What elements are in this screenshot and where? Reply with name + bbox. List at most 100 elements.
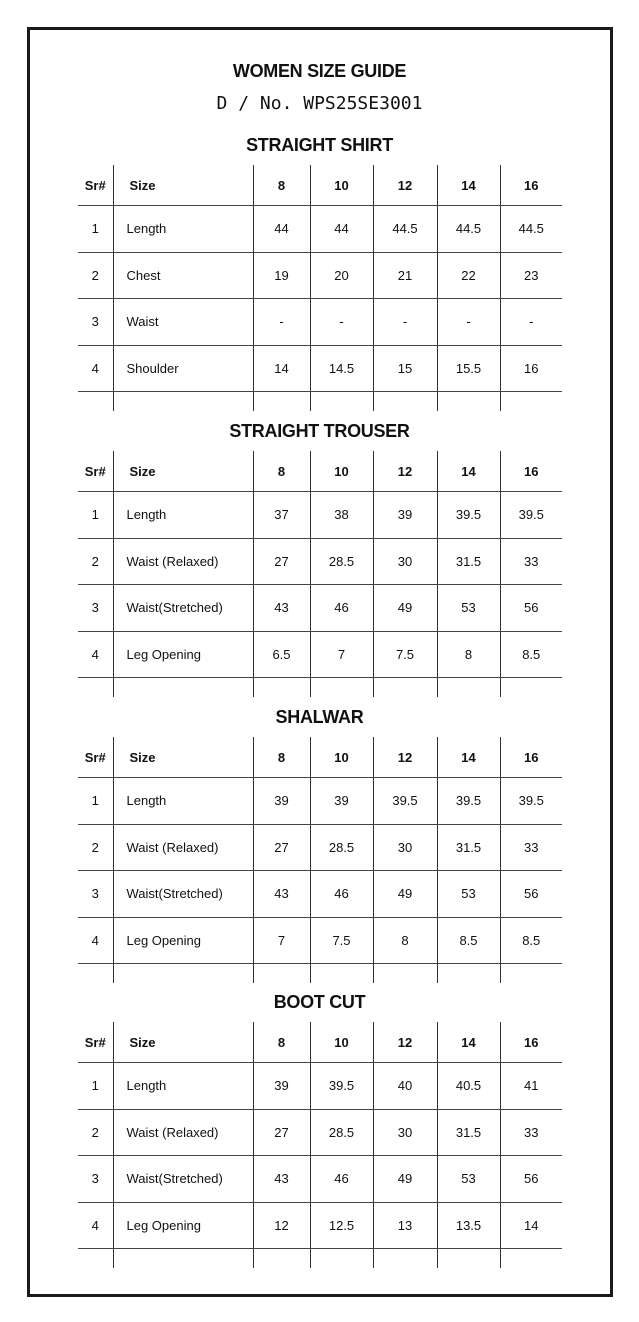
header-size-value: 16 xyxy=(499,451,562,492)
measurement-cell: - xyxy=(436,298,500,346)
measurement-cell: 39.5 xyxy=(436,777,500,825)
table-row: 3 Waist(Stretched) 43 46 49 53 56 xyxy=(78,584,562,632)
table-row: 1 Length 44 44 44.5 44.5 44.5 xyxy=(78,205,562,253)
header-size: Size xyxy=(112,165,253,206)
measurement-cell: - xyxy=(252,298,310,346)
measurement-cell: 28.5 xyxy=(309,1109,373,1156)
row-label: Length xyxy=(112,1062,253,1110)
measurement-cell: 8.5 xyxy=(499,917,562,964)
measurement-cell: 41 xyxy=(499,1062,562,1110)
header-size-value: 8 xyxy=(252,165,310,206)
table-header-row: Sr# Size 8 10 12 14 16 xyxy=(78,165,562,206)
measurement-cell: 53 xyxy=(436,584,500,632)
measurement-cell: - xyxy=(309,298,373,346)
row-sr: 4 xyxy=(78,1202,113,1249)
measurement-cell: 37 xyxy=(252,491,310,539)
measurement-cell: 12 xyxy=(252,1202,310,1249)
measurement-cell: 33 xyxy=(499,1109,562,1156)
measurement-cell: 56 xyxy=(499,584,562,632)
measurement-cell: - xyxy=(499,298,562,346)
header-size-value: 10 xyxy=(309,1022,373,1063)
row-sr: 1 xyxy=(78,205,113,253)
table-row: 1 Length 39 39 39.5 39.5 39.5 xyxy=(78,777,562,825)
measurement-cell: 44.5 xyxy=(436,205,500,253)
section-title: SHALWAR xyxy=(275,707,364,727)
row-label: Waist(Stretched) xyxy=(112,584,253,632)
measurement-cell: 44.5 xyxy=(499,205,562,253)
header-size: Size xyxy=(112,1022,253,1063)
measurement-cell: 30 xyxy=(372,538,437,585)
measurement-cell: 27 xyxy=(252,1109,310,1156)
row-label: Waist xyxy=(112,298,253,346)
measurement-cell: 43 xyxy=(252,870,310,918)
header-size-value: 8 xyxy=(252,737,310,778)
measurement-cell: 33 xyxy=(499,824,562,871)
measurement-cell: 56 xyxy=(499,1155,562,1203)
row-sr: 2 xyxy=(78,1109,113,1156)
measurement-cell: 39.5 xyxy=(372,777,437,825)
measurement-cell: 8 xyxy=(372,917,437,964)
measurement-cell: 12.5 xyxy=(309,1202,373,1249)
measurement-cell: 8.5 xyxy=(436,917,500,964)
empty-row xyxy=(78,1248,562,1268)
row-sr: 2 xyxy=(78,538,113,585)
measurement-cell: 39.5 xyxy=(436,491,500,539)
size-table: Sr# Size 8 10 12 14 16 1 Length 39 39 39.5 39.5… xyxy=(78,737,562,983)
row-sr: 1 xyxy=(78,491,113,539)
row-label: Length xyxy=(112,205,253,253)
measurement-cell: 13.5 xyxy=(436,1202,500,1249)
row-label: Waist(Stretched) xyxy=(112,1155,253,1203)
header-size: Size xyxy=(112,451,253,492)
measurement-cell: 13 xyxy=(372,1202,437,1249)
row-sr: 4 xyxy=(78,917,113,964)
table-row: 3 Waist ----- xyxy=(78,298,562,346)
header-size-value: 12 xyxy=(372,165,437,206)
row-label: Length xyxy=(112,491,253,539)
row-sr: 3 xyxy=(78,870,113,918)
table-row: 2 Waist (Relaxed) 27 28.5 30 31.5 33 xyxy=(78,1109,562,1156)
size-section-straight-shirt: STRAIGHT SHIRT Sr# Size 8 10 12 14 16 1 Leng… xyxy=(78,135,562,411)
measurement-cell: 49 xyxy=(372,870,437,918)
measurement-cell: 31.5 xyxy=(436,824,500,871)
measurement-cell: 46 xyxy=(309,870,373,918)
measurement-cell: 22 xyxy=(436,252,500,299)
header-size-value: 16 xyxy=(499,737,562,778)
size-section-straight-trouser: STRAIGHT TROUSER Sr# Size 8 10 12 14 16 1 Le… xyxy=(78,421,562,697)
measurement-cell: 56 xyxy=(499,870,562,918)
table-header-row: Sr# Size 8 10 12 14 16 xyxy=(78,737,562,778)
measurement-cell: 46 xyxy=(309,1155,373,1203)
measurement-cell: 44 xyxy=(309,205,373,253)
table-row: 2 Waist (Relaxed) 27 28.5 30 31.5 33 xyxy=(78,824,562,871)
measurement-cell: 8.5 xyxy=(499,631,562,678)
row-label: Waist (Relaxed) xyxy=(112,824,253,871)
measurement-cell: 31.5 xyxy=(436,538,500,585)
size-section-boot-cut: BOOT CUT Sr# Size 8 10 12 14 16 1 Length 39 3… xyxy=(78,992,562,1268)
table-row: 4 Leg Opening 6.5 7 7.5 8 8.5 xyxy=(78,631,562,678)
document-frame xyxy=(27,27,613,1297)
header-size-value: 16 xyxy=(499,165,562,206)
row-sr: 1 xyxy=(78,777,113,825)
measurement-cell: 14 xyxy=(252,345,310,392)
header-size-value: 12 xyxy=(372,451,437,492)
measurement-cell: 39 xyxy=(372,491,437,539)
size-table: Sr# Size 8 10 12 14 16 1 Length 39 39.5 40 40.5… xyxy=(78,1022,562,1268)
measurement-cell: 39 xyxy=(252,1062,310,1110)
table-row: 1 Length 37 38 39 39.5 39.5 xyxy=(78,491,562,539)
row-label: Chest xyxy=(112,252,253,299)
row-label: Leg Opening xyxy=(112,631,253,678)
header-sr: Sr# xyxy=(78,737,113,778)
header-size-value: 10 xyxy=(309,737,373,778)
measurement-cell: 21 xyxy=(372,252,437,299)
table-header-row: Sr# Size 8 10 12 14 16 xyxy=(78,451,562,492)
measurement-cell: 15.5 xyxy=(436,345,500,392)
measurement-cell: 44.5 xyxy=(372,205,437,253)
measurement-cell: 28.5 xyxy=(309,538,373,585)
measurement-cell: 53 xyxy=(436,870,500,918)
row-label: Leg Opening xyxy=(112,917,253,964)
table-row: 4 Shoulder 14 14.5 15 15.5 16 xyxy=(78,345,562,392)
row-label: Leg Opening xyxy=(112,1202,253,1249)
measurement-cell: 15 xyxy=(372,345,437,392)
size-section-shalwar: SHALWAR Sr# Size 8 10 12 14 16 1 Length 39 39… xyxy=(78,707,562,983)
measurement-cell: 46 xyxy=(309,584,373,632)
row-sr: 2 xyxy=(78,824,113,871)
